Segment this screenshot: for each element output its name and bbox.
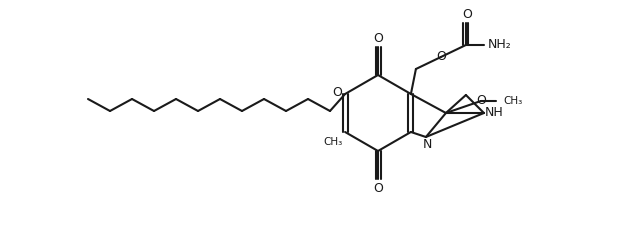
Text: O: O — [373, 32, 383, 45]
Text: O: O — [373, 181, 383, 194]
Text: NH: NH — [485, 107, 503, 120]
Text: O: O — [332, 86, 342, 99]
Text: NH₂: NH₂ — [488, 39, 512, 52]
Text: CH₃: CH₃ — [324, 137, 343, 147]
Text: N: N — [423, 139, 433, 152]
Text: CH₃: CH₃ — [503, 96, 522, 106]
Text: O: O — [462, 7, 472, 20]
Text: O: O — [476, 94, 486, 107]
Text: O: O — [436, 51, 446, 63]
